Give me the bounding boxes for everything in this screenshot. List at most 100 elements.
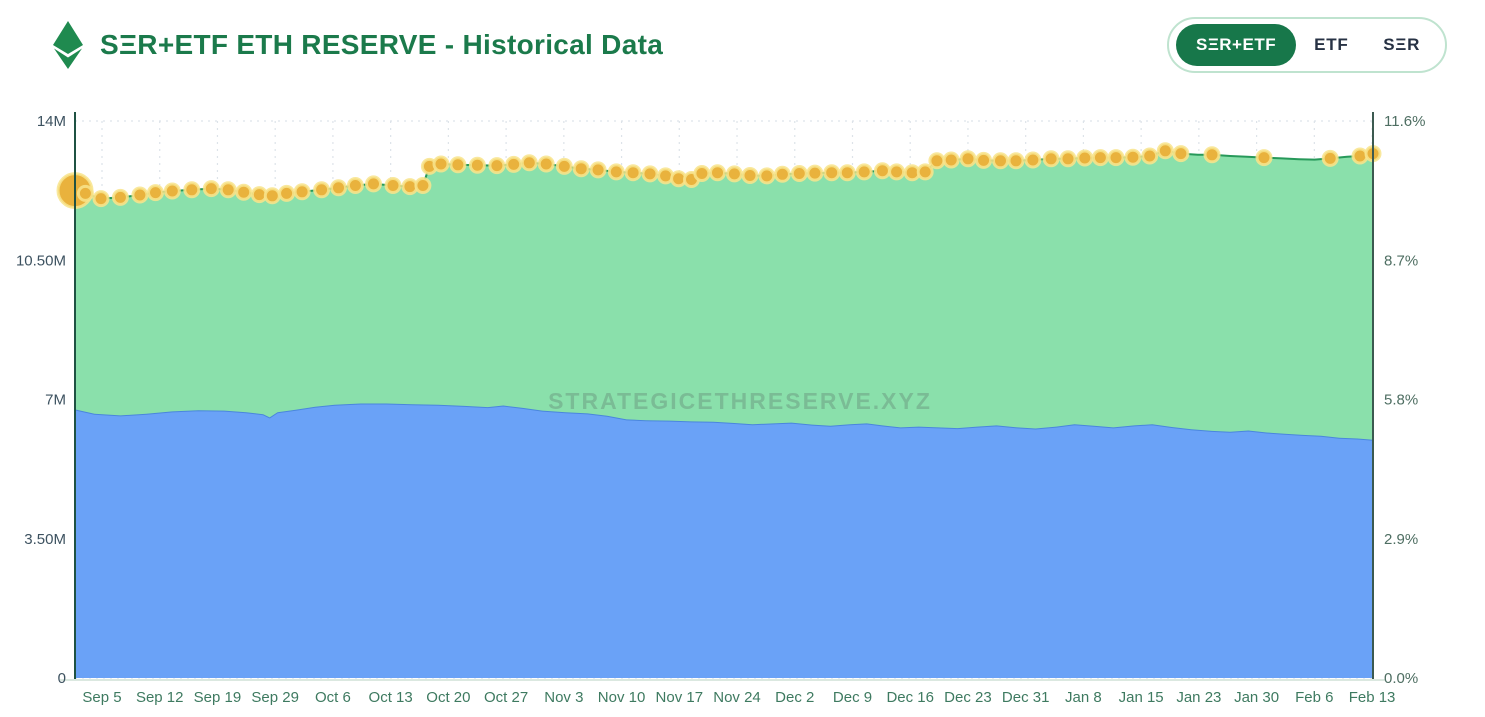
x-axis-label: Oct 27 <box>484 689 528 706</box>
x-axis-label: Sep 19 <box>194 689 242 706</box>
series-toggle-group: SΞR+ETF ETF SΞR <box>1167 17 1447 73</box>
watermark-text: STRATEGICETHRESERVE.XYZ <box>548 388 932 414</box>
data-point-marker[interactable] <box>928 152 946 170</box>
x-axis-label: Oct 13 <box>369 689 413 706</box>
data-point-marker[interactable] <box>468 156 486 174</box>
data-point-marker[interactable] <box>572 160 590 178</box>
data-point-marker[interactable] <box>725 165 743 183</box>
etf-area <box>75 403 1373 678</box>
data-point-marker[interactable] <box>1124 148 1142 166</box>
y-axis-label-left: 14M <box>37 113 66 130</box>
data-point-marker[interactable] <box>219 181 237 199</box>
y-axis-label-left: 7M <box>45 392 66 409</box>
data-point-marker[interactable] <box>942 151 960 169</box>
data-point-marker[interactable] <box>163 182 181 200</box>
data-point-marker[interactable] <box>505 155 523 173</box>
x-axis-label: Feb 6 <box>1295 689 1333 706</box>
data-point-marker[interactable] <box>693 165 711 182</box>
data-point-marker[interactable] <box>1203 146 1221 164</box>
x-axis-label: Jan 23 <box>1176 689 1221 706</box>
data-point-marker[interactable] <box>520 154 538 172</box>
x-axis-label: Nov 24 <box>713 689 761 706</box>
x-axis-label: Jan 30 <box>1234 689 1279 706</box>
data-point-marker[interactable] <box>365 175 382 193</box>
data-point-marker[interactable] <box>1172 145 1190 163</box>
toggle-ser-button[interactable]: SΞR <box>1367 24 1437 66</box>
x-axis-label: Dec 16 <box>886 689 934 706</box>
y-axis-label-right: 8.7% <box>1384 252 1418 269</box>
x-axis-label: Sep 5 <box>82 689 121 706</box>
data-point-marker[interactable] <box>855 163 873 181</box>
data-point-marker[interactable] <box>624 164 642 182</box>
data-point-marker[interactable] <box>278 184 296 202</box>
data-point-marker[interactable] <box>992 152 1009 170</box>
x-axis-label: Dec 31 <box>1002 689 1050 706</box>
x-axis-label: Nov 10 <box>598 689 646 706</box>
data-point-marker[interactable] <box>1007 152 1025 170</box>
y-axis-label-right: 5.8% <box>1384 392 1418 409</box>
data-point-marker[interactable] <box>1255 149 1273 167</box>
y-axis-label-left: 3.50M <box>24 531 66 548</box>
data-point-marker[interactable] <box>1042 150 1060 168</box>
data-point-marker[interactable] <box>1076 149 1094 167</box>
data-point-marker[interactable] <box>235 183 253 201</box>
toggle-etf-button[interactable]: ETF <box>1296 24 1366 66</box>
x-axis-label: Jan 15 <box>1119 689 1164 706</box>
data-point-marker[interactable] <box>806 164 824 182</box>
data-point-marker[interactable] <box>488 157 506 175</box>
toggle-ser-etf-button[interactable]: SΞR+ETF <box>1176 24 1297 66</box>
x-axis-label: Dec 9 <box>833 689 872 706</box>
data-point-marker[interactable] <box>741 167 759 184</box>
y-axis-label-left: 10.50M <box>16 252 66 269</box>
data-point-marker[interactable] <box>202 180 220 198</box>
data-point-marker[interactable] <box>1091 149 1109 167</box>
y-axis-label-right: 0.0% <box>1384 670 1418 687</box>
data-point-marker[interactable] <box>975 151 993 169</box>
x-axis-label: Jan 8 <box>1065 689 1102 706</box>
data-point-marker[interactable] <box>773 165 791 183</box>
data-point-marker[interactable] <box>888 163 906 181</box>
data-point-marker[interactable] <box>263 187 281 205</box>
data-point-marker[interactable] <box>1059 150 1077 168</box>
data-point-marker[interactable] <box>1156 142 1174 160</box>
data-point-marker[interactable] <box>111 188 129 206</box>
data-point-marker[interactable] <box>92 190 110 208</box>
data-point-marker[interactable] <box>838 164 856 182</box>
data-point-marker[interactable] <box>641 165 659 183</box>
data-point-marker[interactable] <box>384 177 402 194</box>
data-point-marker[interactable] <box>555 157 573 175</box>
data-point-marker[interactable] <box>959 150 977 168</box>
data-point-marker[interactable] <box>330 179 347 197</box>
data-point-marker[interactable] <box>432 155 450 173</box>
data-point-marker[interactable] <box>414 177 432 194</box>
data-point-marker[interactable] <box>76 184 94 202</box>
data-point-marker[interactable] <box>131 186 149 204</box>
data-point-marker[interactable] <box>589 161 607 179</box>
data-point-marker[interactable] <box>293 183 311 201</box>
y-axis-label-right: 2.9% <box>1384 531 1418 548</box>
data-point-marker[interactable] <box>823 164 841 182</box>
data-point-marker[interactable] <box>346 177 364 194</box>
data-point-marker[interactable] <box>607 163 625 181</box>
data-point-marker[interactable] <box>790 165 808 182</box>
data-point-marker[interactable] <box>758 167 776 185</box>
data-point-marker[interactable] <box>709 164 726 182</box>
data-point-marker[interactable] <box>449 156 467 174</box>
data-point-marker[interactable] <box>313 181 331 199</box>
y-axis-label-right: 11.6% <box>1384 113 1425 130</box>
data-point-marker[interactable] <box>1024 151 1042 169</box>
data-point-marker[interactable] <box>873 162 891 180</box>
x-axis-label: Dec 2 <box>775 689 814 706</box>
data-point-marker[interactable] <box>1321 149 1339 167</box>
x-axis-label: Oct 6 <box>315 689 351 706</box>
data-point-marker[interactable] <box>183 181 201 199</box>
data-point-marker[interactable] <box>1107 149 1125 167</box>
data-point-marker[interactable] <box>537 155 555 173</box>
data-point-marker[interactable] <box>147 184 164 202</box>
data-point-marker[interactable] <box>916 163 934 181</box>
x-axis-label: Nov 17 <box>656 689 704 706</box>
data-point-marker[interactable] <box>1141 147 1159 165</box>
x-axis-label: Nov 3 <box>544 689 583 706</box>
